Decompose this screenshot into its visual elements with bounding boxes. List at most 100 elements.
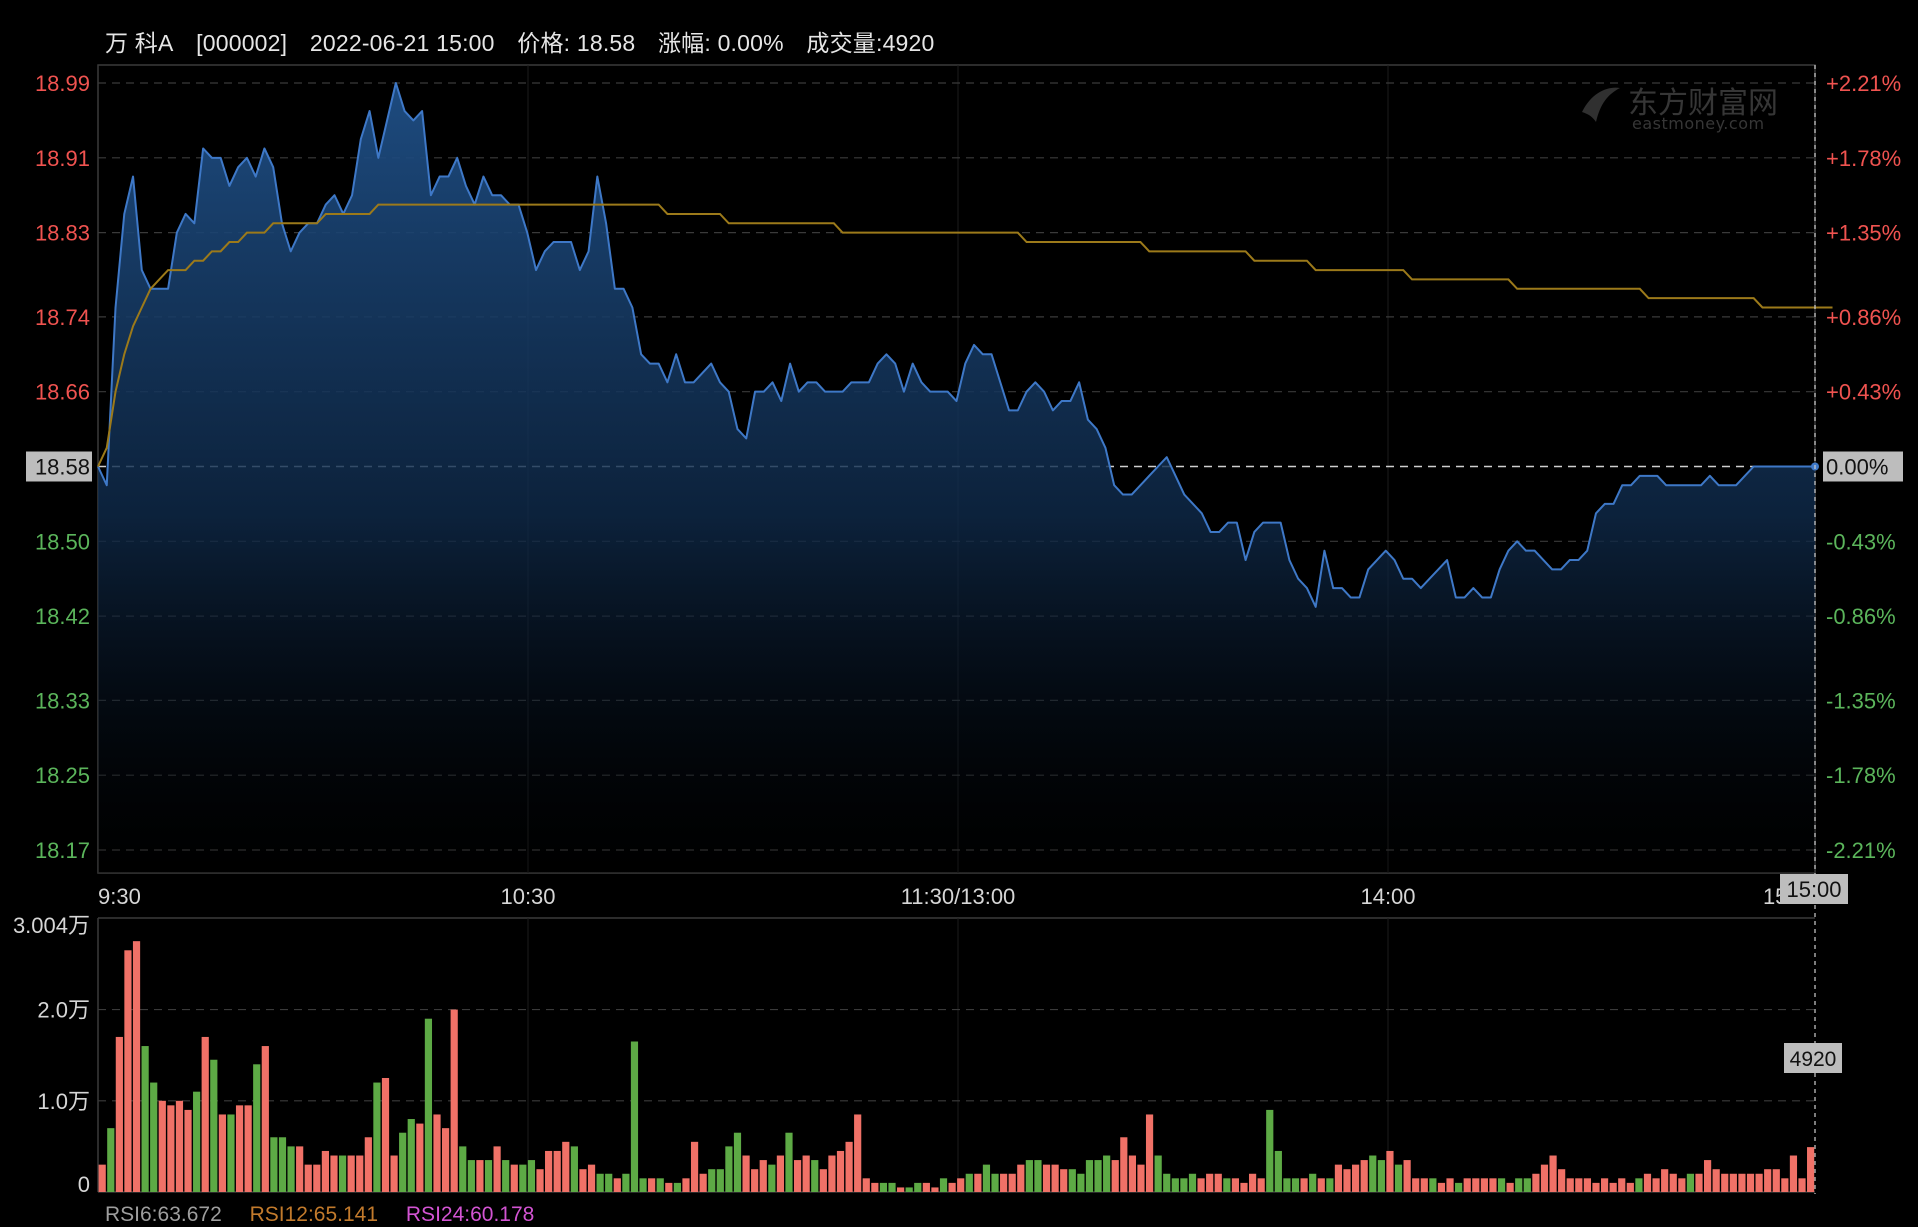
volume-bar [1103,1155,1111,1192]
volume-bar [1223,1178,1231,1192]
volume-bar [845,1141,853,1192]
volume-bar [175,1100,184,1192]
volume-bar [733,1132,742,1192]
volume-bar [682,1178,690,1192]
price-tick-label: 18.25 [35,763,90,788]
rsi12-label: RSI12:65.141 [249,1203,379,1226]
volume-bar [107,1128,115,1192]
volume-bar [1068,1169,1076,1192]
volume-bar [373,1082,381,1192]
volume-bar [1025,1160,1033,1192]
volume-bar [124,950,132,1192]
volume-bar [399,1132,407,1192]
rsi6-label: RSI6:63.672 [105,1203,222,1226]
volume-bar [1240,1182,1248,1192]
time-tick-label: 11:30/13:00 [901,884,1016,909]
volume-bar [1197,1178,1205,1192]
pct-tick-label: +2.21% [1826,71,1901,96]
volume-bar [1532,1173,1540,1192]
volume-bar [304,1164,312,1192]
volume-bar [1291,1178,1300,1192]
volume-bar [802,1155,810,1192]
volume-bar [1729,1173,1737,1192]
volume-bar [1558,1169,1566,1192]
volume-bar [1609,1182,1617,1192]
volume-bar [210,1059,218,1192]
volume-bar [639,1178,647,1192]
volume-bar [381,1077,390,1192]
volume-bar [665,1182,673,1192]
volume-bar [278,1137,287,1192]
volume-bar [1352,1164,1360,1192]
pct-tick-label: -0.43% [1826,529,1896,554]
price-tick-label: 18.99 [35,71,90,96]
volume-bar [1626,1182,1634,1192]
volume-bar [836,1150,845,1192]
price-tick-label: 18.42 [35,604,90,629]
volume-bar [905,1187,913,1192]
crosshair-time-badge [1780,874,1848,904]
volume-bar [338,1155,347,1192]
volume-bar [1042,1164,1051,1192]
volume-bar [648,1178,656,1192]
price-area [98,83,1815,873]
volume-bar [407,1119,415,1192]
volume-bar [811,1160,819,1192]
watermark-en: eastmoney.com [1632,114,1765,133]
volume-bar [1772,1169,1780,1192]
volume-bar [897,1187,905,1192]
volume-bar [1721,1173,1729,1192]
volume-bar [330,1155,338,1192]
volume-bar [1600,1178,1609,1192]
volume-bar [1575,1178,1583,1192]
volume-bar [699,1173,707,1192]
current-volume-label: 4920 [1790,1048,1837,1071]
volume-bar [356,1155,364,1192]
volume-bar [1635,1178,1643,1192]
price-readout: 价格: 18.58 [517,30,636,56]
volume-bar [1214,1173,1222,1192]
volume-bar [1248,1173,1257,1192]
price-tick-label: 18.50 [35,529,90,554]
watermark-cn: 东方财富网 [1628,86,1778,121]
volume-bar [1781,1178,1789,1192]
volume-bar [776,1155,785,1192]
time-tick-label: 14:00 [1360,884,1415,909]
volume-bar [510,1164,518,1192]
pct-tick-label: +0.86% [1826,305,1901,330]
volume-bar [1686,1173,1695,1192]
volume-bar [1334,1164,1343,1192]
volume-bar [347,1155,355,1192]
price-line [97,82,1815,608]
volume-bar [982,1164,991,1192]
volume-bar [768,1164,776,1192]
volume-bar [244,1105,252,1192]
volume-bar [1566,1178,1574,1192]
volume-bar [725,1146,733,1192]
volume-bar [545,1150,553,1192]
volume-bar [150,1082,158,1192]
volume-bar [193,1091,201,1192]
volume-bar [1000,1173,1008,1192]
volume-bar [424,1018,433,1192]
volume-bar [1618,1178,1626,1192]
volume-bar [914,1182,922,1192]
volume-bar [467,1160,475,1192]
volume-bar [879,1182,888,1192]
volume-bar [1008,1173,1016,1192]
volume-bar [1128,1155,1136,1192]
price-tick-label: 18.58 [35,455,90,480]
volume-bar [158,1100,166,1192]
volume-bar [1060,1169,1068,1192]
time-tick-label: 10:30 [500,884,555,909]
rsi24-label: RSI24:60.178 [405,1203,535,1226]
volume-bar [751,1169,759,1192]
volume-panel: 3.004万 2.0万 1.0万 0 4920 [13,913,1842,1197]
volume-bar [1163,1173,1171,1192]
volume-bar [1343,1169,1351,1192]
volume-bar [1592,1182,1600,1192]
volume-bar [1180,1178,1188,1192]
pct-tick-label: +1.78% [1826,146,1901,171]
volume-readout: 成交量:4920 [806,30,935,56]
